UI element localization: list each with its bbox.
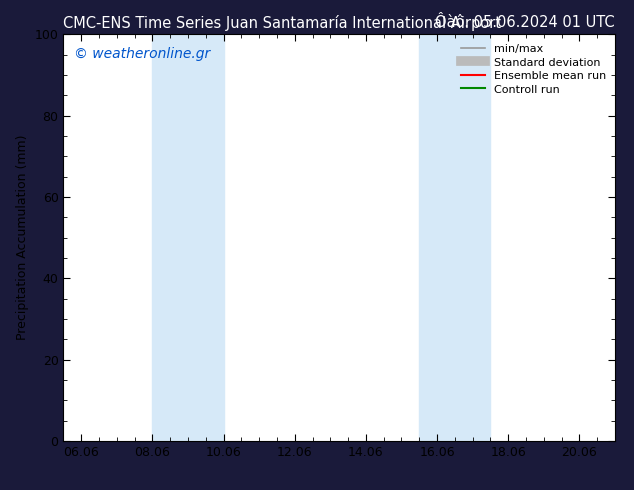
Bar xyxy=(152,34,224,441)
Text: Ôàô. 05.06.2024 01 UTC: Ôàô. 05.06.2024 01 UTC xyxy=(436,15,615,30)
Legend: min/max, Standard deviation, Ensemble mean run, Controll run: min/max, Standard deviation, Ensemble me… xyxy=(457,40,609,98)
Text: © weatheronline.gr: © weatheronline.gr xyxy=(74,47,210,60)
Bar xyxy=(419,34,491,441)
Y-axis label: Precipitation Accumulation (mm): Precipitation Accumulation (mm) xyxy=(16,135,29,341)
Text: CMC-ENS Time Series Juan Santamaría International Airport: CMC-ENS Time Series Juan Santamaría Inte… xyxy=(63,15,501,31)
